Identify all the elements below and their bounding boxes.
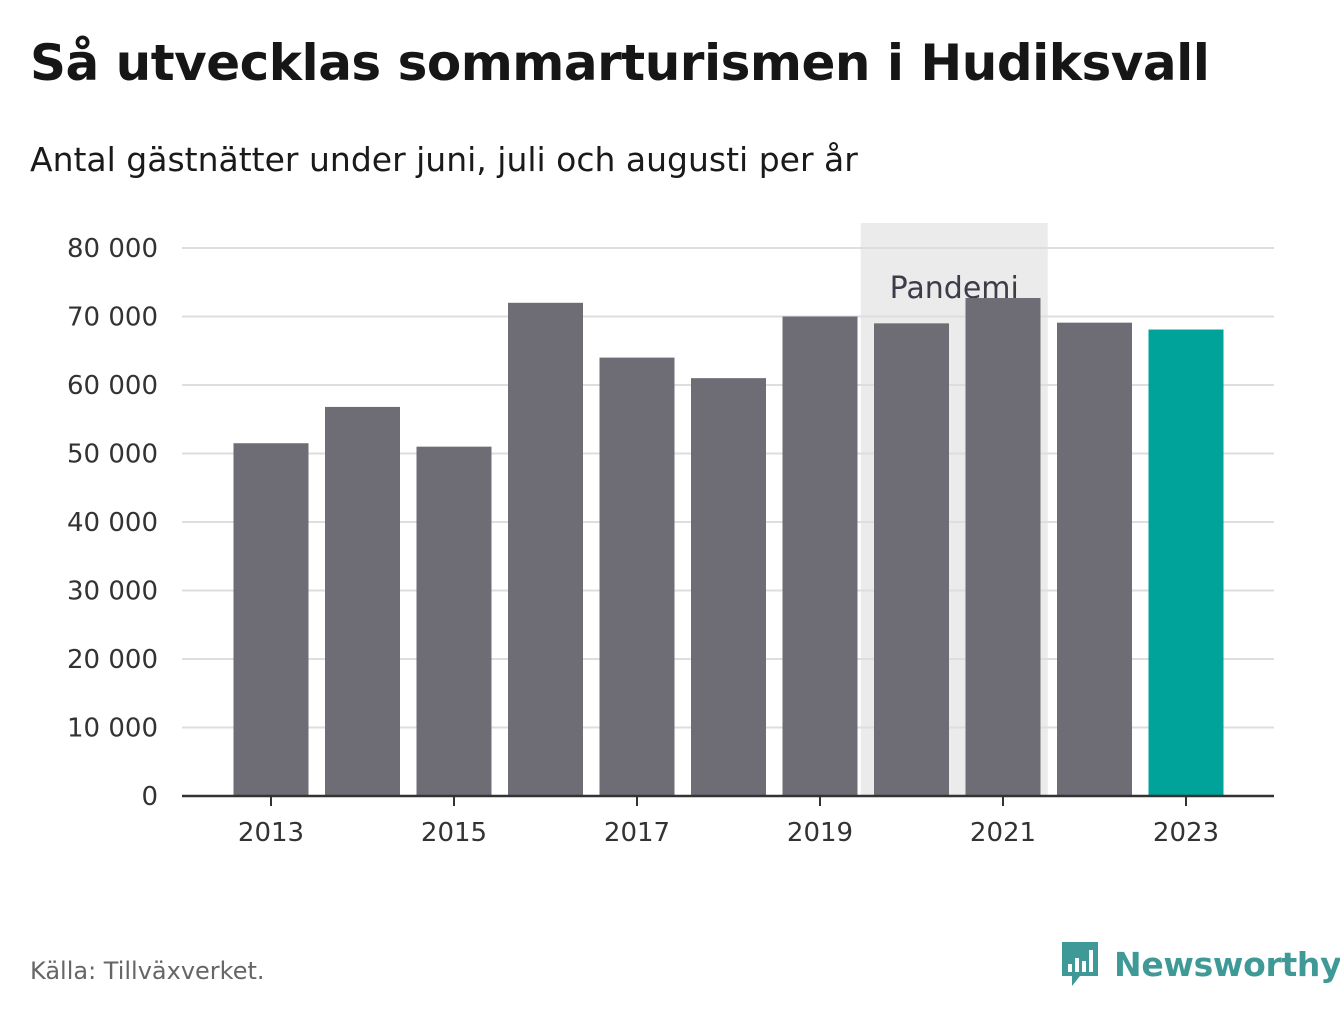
bar-2020	[874, 323, 949, 796]
newsworthy-logo-icon	[1062, 942, 1098, 986]
y-tick-label: 30 000	[67, 577, 158, 607]
source-note: Källa: Tillväxverket.	[30, 957, 265, 985]
brand-name: Newsworthy	[1114, 944, 1340, 984]
bar-2017	[599, 357, 675, 796]
bar-2014	[325, 406, 400, 796]
y-tick-label: 50 000	[67, 440, 158, 470]
x-tick-label: 2023	[1153, 818, 1219, 848]
bar-2023	[1148, 329, 1224, 796]
brand-logo: Newsworthy	[1060, 940, 1340, 988]
x-tick-label: 2015	[421, 818, 487, 848]
y-tick-label: 40 000	[67, 508, 158, 538]
bar-2021	[965, 298, 1041, 796]
y-tick-label: 10 000	[67, 714, 158, 744]
bar-2018	[691, 378, 766, 796]
bar-2019	[782, 316, 858, 796]
bar-2015	[416, 446, 492, 796]
x-tick-label: 2013	[238, 818, 304, 848]
bar-2013	[233, 443, 309, 796]
y-tick-label: 60 000	[67, 371, 158, 401]
bar-2016	[508, 302, 583, 796]
chart-title: Så utvecklas sommarturismen i Hudiksvall	[30, 34, 1210, 92]
x-tick-label: 2021	[970, 818, 1036, 848]
y-tick-label: 80 000	[67, 234, 158, 264]
y-tick-label: 0	[141, 782, 158, 812]
chart-subtitle: Antal gästnätter under juni, juli och au…	[30, 140, 858, 179]
y-tick-label: 70 000	[67, 303, 158, 333]
x-tick-label: 2019	[787, 818, 853, 848]
bar-2022	[1057, 322, 1132, 796]
x-tick-label: 2017	[604, 818, 670, 848]
y-tick-label: 20 000	[67, 645, 158, 675]
